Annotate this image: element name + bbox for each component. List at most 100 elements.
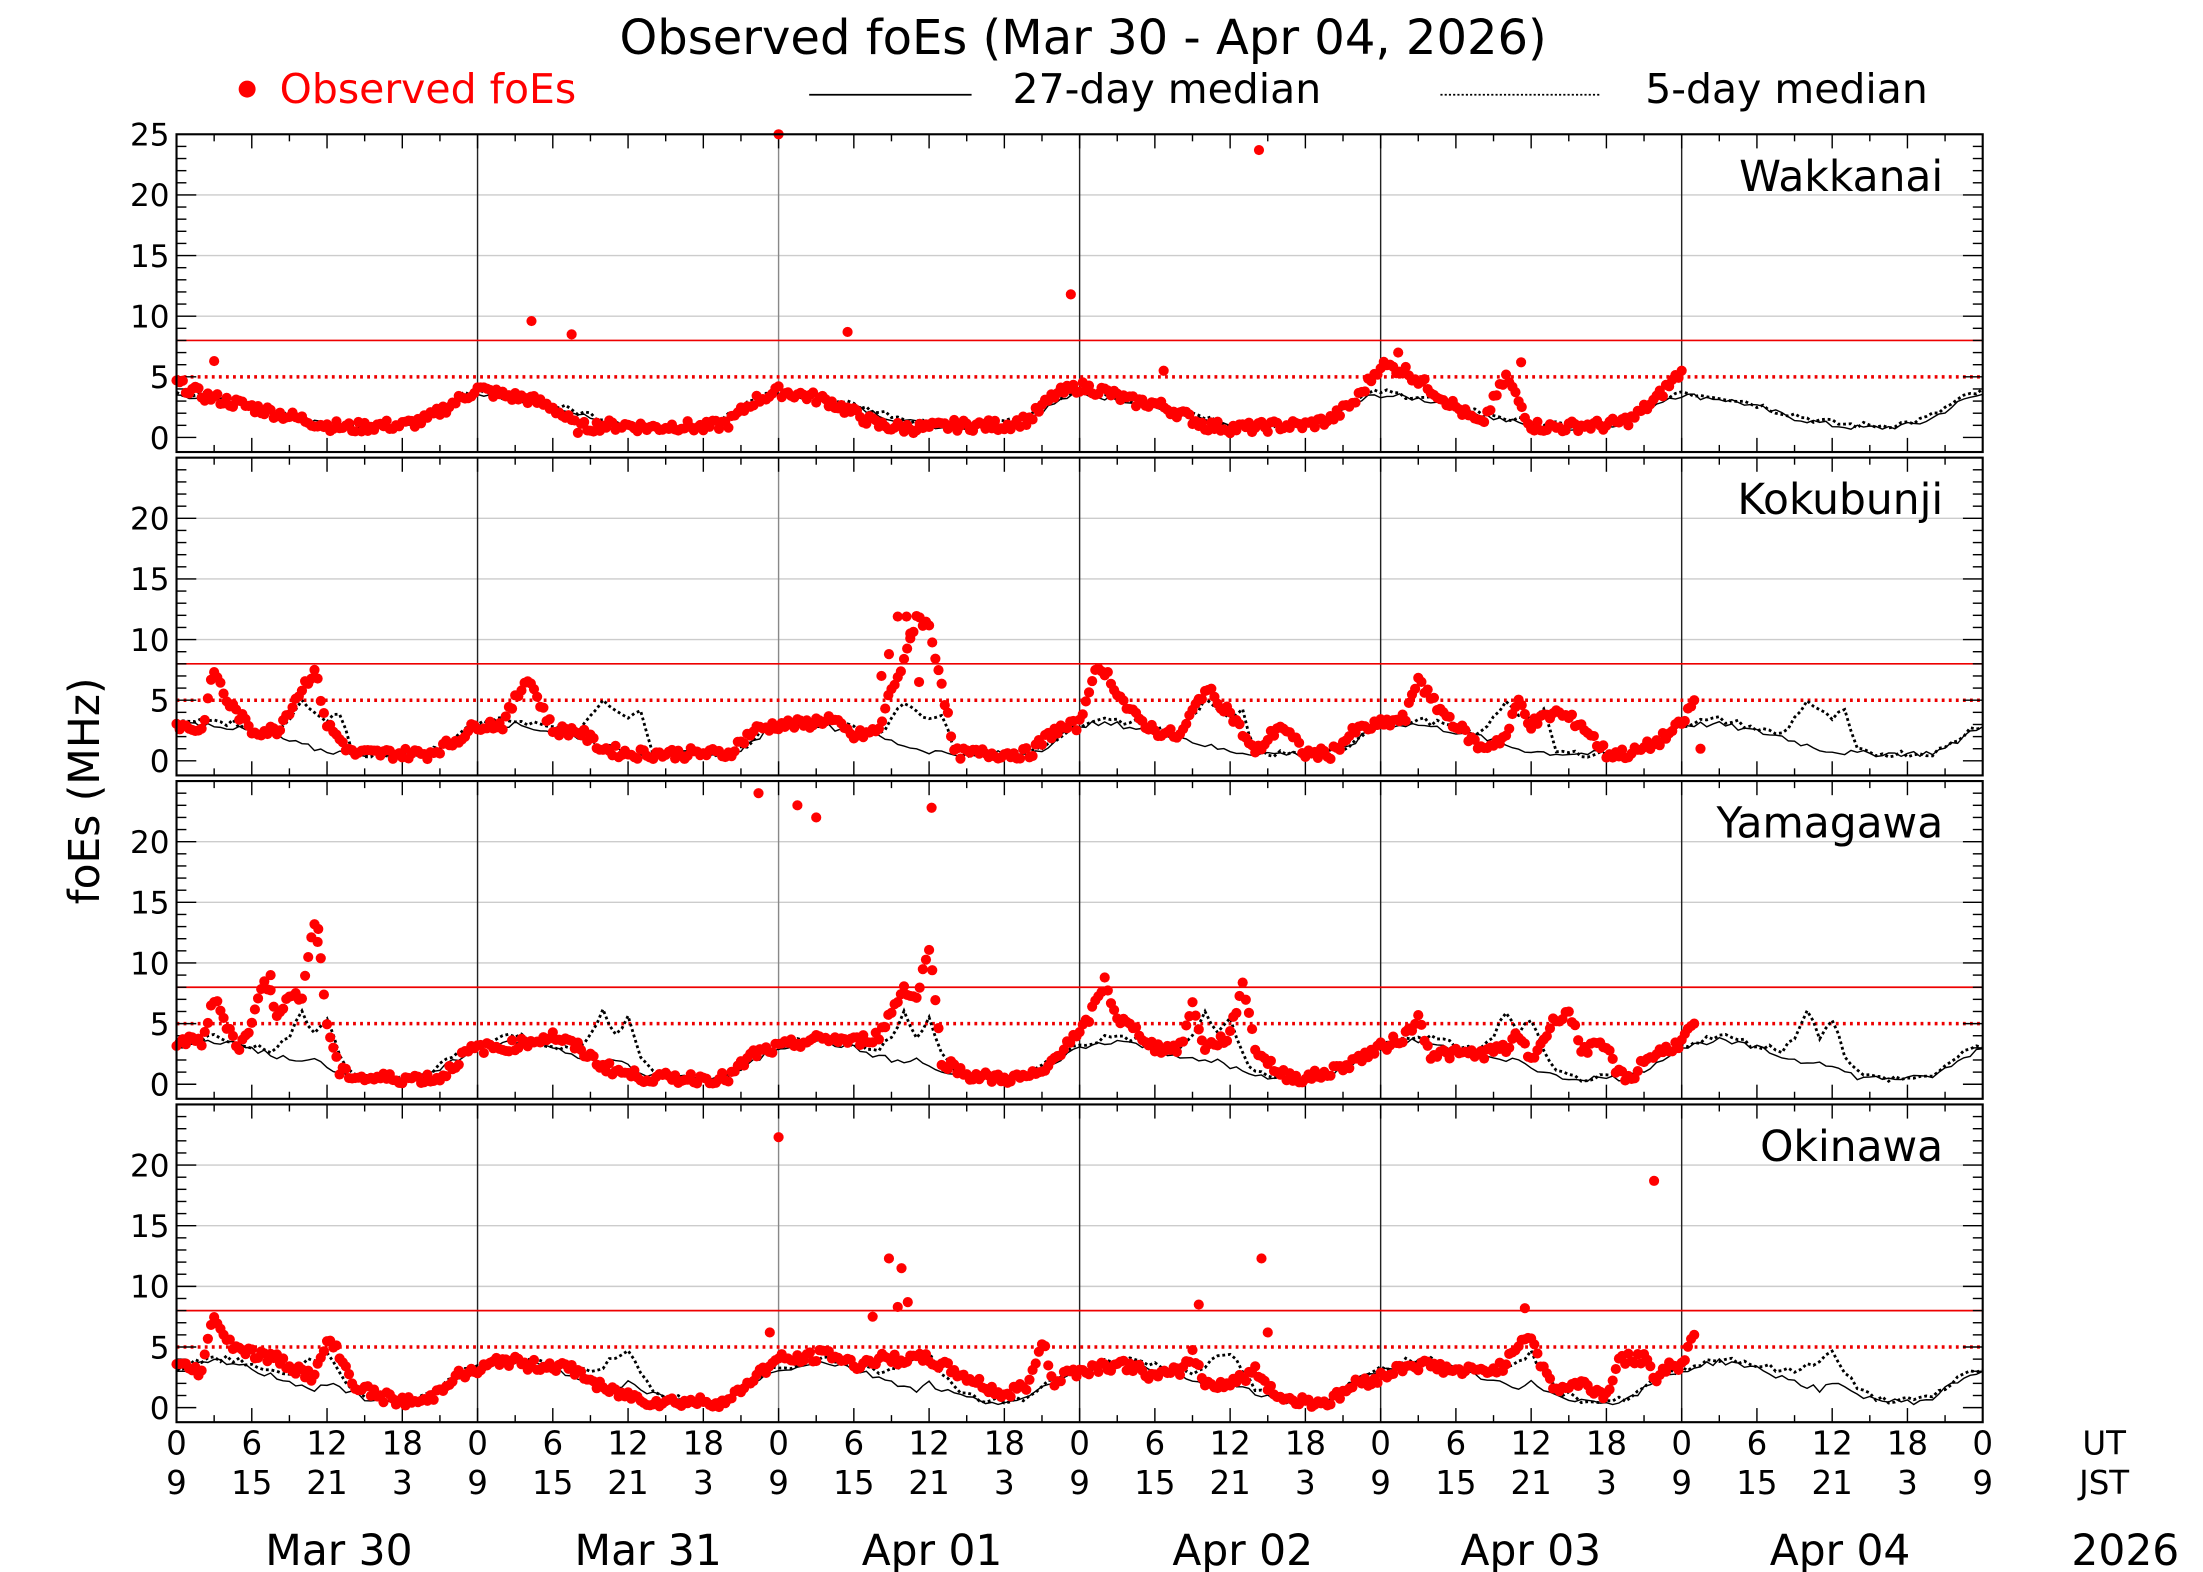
observed-point (212, 389, 223, 400)
observed-point (895, 666, 906, 677)
observed-outlier-point (1158, 365, 1169, 376)
y-tick-label: 20 (130, 502, 170, 538)
x-tick-label-jst: 21 (908, 1464, 949, 1502)
jst-label: JST (2077, 1464, 2129, 1502)
x-tick-label-jst: 3 (392, 1464, 413, 1502)
observed-point (1569, 1020, 1581, 1031)
x-tick-label-ut: 12 (607, 1425, 648, 1463)
observed-point (202, 1333, 213, 1344)
panel-okinawa: 0 5 10 15 20 Okinawa (130, 1103, 1984, 1427)
observed-point (1325, 753, 1336, 764)
x-tick-label-ut: 0 (166, 1425, 187, 1463)
observed-point (1479, 416, 1490, 428)
x-tick-label-ut: 18 (984, 1425, 1025, 1463)
observed-point (1294, 737, 1305, 748)
observed-outlier-point (1262, 1327, 1273, 1338)
observed-outlier-point (892, 611, 903, 622)
observed-point (579, 416, 590, 428)
observed-point (428, 1394, 439, 1405)
x-tick-label-jst: 9 (768, 1464, 789, 1502)
observed-point (318, 989, 329, 1000)
x-tick-label-jst: 21 (1510, 1464, 1551, 1502)
observed-point (572, 427, 583, 438)
observed-point (911, 992, 922, 1003)
observed-point (1344, 1063, 1355, 1074)
observed-point (1532, 718, 1543, 729)
observed-point (632, 753, 643, 764)
observed-point (917, 964, 928, 975)
observed-point (303, 951, 314, 963)
observed-point (1265, 1380, 1276, 1391)
observed-point (1309, 422, 1320, 433)
observed-point (1388, 1368, 1399, 1380)
observed-point (1689, 1329, 1700, 1340)
y-tick-label: 20 (130, 1148, 170, 1184)
observed-point (538, 702, 549, 713)
observed-point (1369, 1048, 1380, 1059)
observed-point (221, 392, 232, 403)
legend-5day-label: 5-day median (1645, 65, 1928, 113)
observed-point (1027, 750, 1038, 762)
x-tick-label-ut: 0 (1370, 1425, 1391, 1463)
x-tick-label-ut: 12 (1209, 1425, 1250, 1463)
panel-frame (175, 133, 1984, 454)
observed-outlier-point (1393, 347, 1404, 358)
observed-point (212, 996, 223, 1007)
observed-outlier-point (1648, 1175, 1660, 1186)
observed-point (453, 1059, 464, 1070)
observed-point (1632, 1065, 1643, 1077)
observed-point (1544, 1373, 1556, 1384)
observed-point (1566, 709, 1578, 720)
observed-point (1196, 694, 1207, 705)
observed-point (1516, 699, 1527, 711)
observed-point (318, 707, 329, 719)
observed-outlier-point (209, 355, 220, 367)
panel-yamagawa: 0 5 10 15 20 Yamagawa (130, 779, 1984, 1104)
observed-point (325, 1032, 336, 1043)
observed-outlier-point (876, 670, 887, 682)
observed-point (1058, 1044, 1070, 1055)
y-tick-label: 0 (150, 744, 170, 780)
observed-point (1654, 740, 1665, 751)
x-tick-label-jst: 21 (1209, 1464, 1250, 1502)
x-axis: 0961512211830961512211830961512211830961… (166, 1425, 2179, 1572)
observed-point (300, 970, 311, 981)
observed-point (1400, 361, 1411, 373)
observed-point (898, 653, 910, 665)
observed-point (478, 1047, 489, 1058)
observed-point (955, 753, 966, 764)
y-tick-label: 5 (150, 1007, 170, 1043)
observed-point (1573, 1035, 1584, 1046)
legend-observed-marker (238, 80, 256, 98)
observed-point (924, 944, 935, 956)
x-tick-label-ut: 18 (382, 1425, 423, 1463)
observed-point (1519, 1038, 1530, 1049)
observed-point (1623, 1348, 1634, 1359)
observed-point (1334, 1393, 1345, 1404)
x-tick-label-ut: 0 (467, 1425, 488, 1463)
observed-point (1563, 1006, 1574, 1017)
x-tick-label-jst: 9 (1671, 1464, 1692, 1502)
observed-point (1225, 1025, 1236, 1037)
observed-point (1428, 692, 1440, 703)
observed-point (287, 702, 298, 713)
ut-label: UT (2082, 1425, 2126, 1463)
x-tick-label-jst: 3 (1295, 1464, 1316, 1502)
y-tick-label: 10 (130, 946, 170, 982)
observed-point (927, 637, 938, 648)
observed-point (274, 725, 286, 736)
observed-point (1237, 977, 1248, 988)
observed-point (1212, 416, 1223, 427)
observed-point (723, 422, 734, 433)
observed-point (1083, 687, 1095, 698)
observed-outlier-point (1516, 357, 1527, 368)
observed-outlier-point (842, 326, 853, 338)
x-tick-label-jst: 3 (1596, 1464, 1617, 1502)
observed-point (898, 981, 910, 992)
observed-point (199, 714, 210, 726)
date-label: Mar 30 (265, 1526, 412, 1572)
observed-point (249, 1004, 260, 1015)
panel-frame (175, 779, 1984, 1100)
observed-point (933, 1023, 944, 1034)
